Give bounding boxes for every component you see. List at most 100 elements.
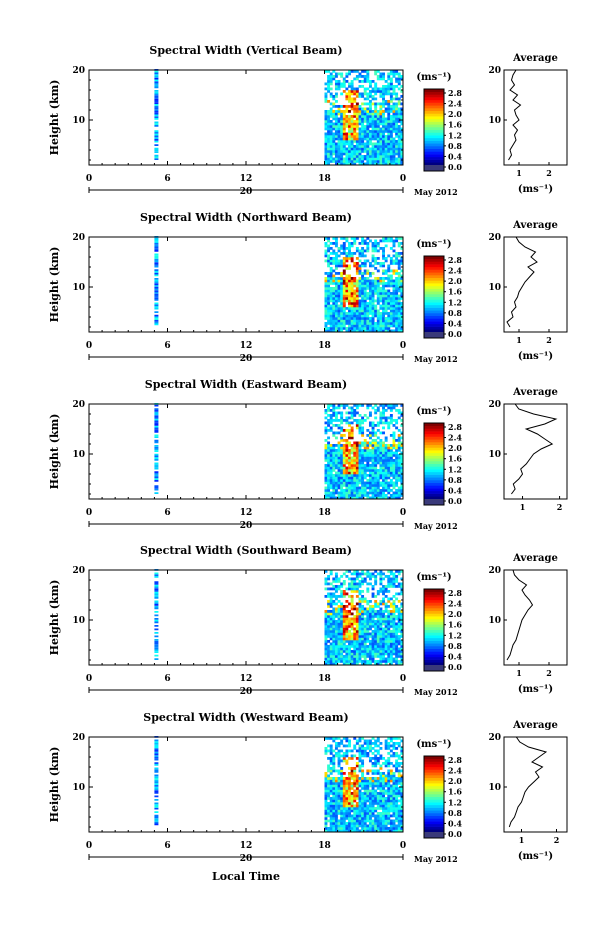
heatmap-cell — [390, 645, 393, 648]
heatmap-cell — [353, 620, 356, 623]
date-day-label: 20 — [240, 354, 253, 364]
heatmap-cell — [348, 242, 351, 245]
heatmap-cell — [369, 327, 372, 330]
heatmap-cell — [332, 432, 335, 435]
heatmap-cell — [398, 449, 401, 452]
heatmap-cell — [325, 777, 328, 780]
heatmap-cell — [332, 407, 335, 410]
heatmap-cell — [332, 820, 335, 823]
heatmap-cell — [330, 762, 333, 765]
heatmap-cell — [335, 327, 338, 330]
heatmap-cell — [343, 449, 346, 452]
heatmap-cell — [335, 755, 338, 758]
colorbar-segment — [424, 616, 444, 619]
heatmap-cell — [154, 90, 158, 92]
heatmap-cell — [351, 479, 354, 482]
heatmap-cell — [382, 467, 385, 470]
heatmap-cell — [393, 320, 396, 323]
heatmap-cell — [372, 790, 375, 793]
heatmap-cell — [382, 247, 385, 250]
heatmap-cell — [369, 469, 372, 472]
heatmap-cell — [395, 285, 398, 288]
heatmap-cell — [366, 155, 369, 158]
heatmap-cell — [332, 287, 335, 290]
heatmap-cell — [338, 484, 341, 487]
heatmap-cell — [361, 429, 364, 432]
heatmap-cell — [369, 457, 372, 460]
heatmap-cell — [361, 489, 364, 492]
heatmap-cell — [369, 135, 372, 138]
heatmap-cell — [377, 472, 380, 475]
heatmap-cell — [343, 297, 346, 300]
heatmap-cell — [369, 660, 372, 663]
heatmap-cell — [361, 648, 364, 651]
heatmap-cell — [340, 820, 343, 823]
heatmap-cell — [327, 113, 330, 116]
heatmap-cell — [379, 444, 382, 447]
heatmap-cell — [377, 150, 380, 153]
heatmap-cell — [364, 120, 367, 123]
heatmap-cell — [382, 452, 385, 455]
heatmap-cell — [361, 75, 364, 78]
heatmap-cell — [348, 782, 351, 785]
heatmap-cell — [353, 452, 356, 455]
heatmap-cell — [385, 409, 388, 412]
heatmap-cell — [345, 143, 348, 146]
heatmap-cell — [154, 254, 158, 256]
colorbar-segment — [424, 302, 444, 305]
heatmap-cell — [395, 643, 398, 646]
heatmap-cell — [343, 143, 346, 146]
heatmap-cell — [366, 140, 369, 143]
heatmap-cell — [353, 660, 356, 663]
heatmap-cell — [332, 792, 335, 795]
heatmap-cell — [395, 292, 398, 295]
heatmap-cell — [345, 282, 348, 285]
heatmap-cell — [364, 578, 367, 581]
heatmap-cell — [343, 590, 346, 593]
heatmap-cell — [330, 595, 333, 598]
heatmap-cell — [353, 290, 356, 293]
heatmap-cell — [359, 449, 362, 452]
heatmap-cell — [369, 658, 372, 661]
heatmap-cell — [327, 805, 330, 808]
heatmap-cell — [390, 750, 393, 753]
heatmap-cell — [382, 277, 385, 280]
heatmap-cell — [330, 140, 333, 143]
heatmap-cell — [348, 585, 351, 588]
heatmap-cell — [361, 590, 364, 593]
heatmap-cell — [330, 444, 333, 447]
heatmap-cell — [379, 73, 382, 76]
heatmap-cell — [377, 148, 380, 151]
heatmap-cell — [395, 578, 398, 581]
heatmap-cell — [351, 800, 354, 803]
heatmap-cell — [338, 444, 341, 447]
heatmap-cell — [338, 785, 341, 788]
heatmap-cell — [369, 265, 372, 268]
heatmap-cell — [343, 305, 346, 308]
heatmap-cell — [348, 300, 351, 303]
heatmap-cell — [345, 148, 348, 151]
heatmap-cell — [395, 615, 398, 618]
heatmap-cell — [374, 595, 377, 598]
heatmap-cell — [332, 95, 335, 98]
heatmap-cell — [330, 472, 333, 475]
heatmap-cell — [335, 795, 338, 798]
heatmap-cell — [395, 648, 398, 651]
heatmap-cell — [330, 148, 333, 151]
heatmap-cell — [343, 782, 346, 785]
heatmap-cell — [387, 742, 390, 745]
heatmap-cell — [351, 469, 354, 472]
heatmap-cell — [330, 282, 333, 285]
heatmap-cell — [395, 457, 398, 460]
heatmap-cell — [366, 785, 369, 788]
heatmap-cell — [351, 660, 354, 663]
heatmap-cell — [372, 792, 375, 795]
heatmap-cell — [379, 747, 382, 750]
heatmap-cell — [330, 787, 333, 790]
heatmap-cell — [364, 280, 367, 283]
heatmap-cell — [330, 494, 333, 497]
heatmap-cell — [361, 128, 364, 131]
avg-x-axis-label: (ms⁻¹) — [518, 351, 553, 362]
heatmap-cell — [377, 462, 380, 465]
heatmap-cell — [387, 103, 390, 106]
